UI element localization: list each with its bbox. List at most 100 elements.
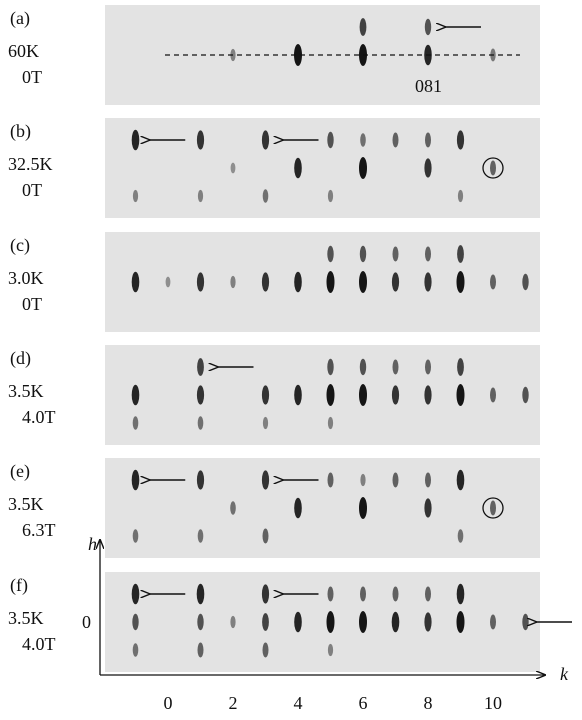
diffraction-spot [197, 189, 204, 203]
diffraction-spot [425, 246, 431, 262]
temperature: 32.5K [8, 154, 53, 174]
field: 4.0T [22, 634, 56, 654]
diffraction-spot [424, 612, 432, 632]
diffraction-spot [424, 158, 432, 178]
diffraction-spot [456, 611, 465, 633]
field: 4.0T [22, 407, 56, 427]
diffraction-spot [262, 642, 269, 658]
diffraction-spot [327, 586, 334, 602]
diffraction-spot [131, 271, 140, 293]
diffraction-spot [490, 387, 496, 403]
panel-label: (b) [10, 121, 31, 142]
circle-marker [482, 497, 504, 519]
diffraction-spot [132, 643, 139, 657]
diffraction-spot [131, 469, 140, 491]
diffraction-spot [262, 189, 269, 203]
diffraction-spot [197, 642, 204, 658]
diffraction-spot [230, 615, 236, 629]
field: 0T [22, 180, 42, 200]
diffraction-spot [456, 469, 465, 491]
y-tick-label: 0 [82, 612, 91, 632]
diffraction-spot [392, 246, 399, 262]
diffraction-spot [132, 613, 139, 631]
x-axis-label: k [560, 664, 569, 684]
diffraction-spot [230, 501, 236, 515]
diffraction-spot [327, 131, 334, 149]
diffraction-spot [392, 586, 399, 602]
diffraction-spot [359, 18, 367, 36]
diffraction-spot [327, 643, 334, 657]
diffraction-spot [327, 416, 334, 430]
diffraction-spot [230, 162, 236, 174]
diffraction-spot [424, 18, 432, 36]
diffraction-spot [456, 130, 465, 150]
diffraction-spot [197, 416, 204, 430]
diffraction-spot [457, 189, 464, 203]
diffraction-spot [360, 586, 366, 602]
diffraction-spot [456, 583, 465, 605]
diffraction-spot [261, 470, 270, 490]
panel-label: (d) [10, 348, 31, 369]
temperature: 3.0K [8, 268, 44, 288]
diffraction-spot [196, 583, 205, 605]
diffraction-spot [261, 385, 270, 405]
diffraction-spot [490, 500, 496, 516]
panel-label: (f) [10, 575, 28, 596]
x-tick-label: 10 [484, 693, 502, 713]
temperature: 3.5K [8, 494, 44, 514]
diffraction-spot [196, 470, 205, 490]
panel-label: (e) [10, 461, 30, 482]
diffraction-spot [392, 359, 399, 375]
diffraction-spot [392, 132, 399, 148]
diffraction-spot [359, 497, 367, 519]
diffraction-spot [197, 613, 204, 631]
diffraction-spot [490, 274, 496, 290]
diffraction-spot [391, 272, 400, 292]
diffraction-spot [391, 611, 400, 633]
y-axis-label: h [88, 534, 97, 554]
diffraction-spot [424, 272, 432, 292]
diffraction-spot [132, 189, 139, 203]
diffraction-spot [196, 272, 205, 292]
diffraction-spot [196, 385, 205, 405]
diffraction-spot [425, 359, 431, 375]
diffraction-image [105, 118, 540, 218]
diffraction-image [105, 232, 540, 332]
diffraction-spot [359, 611, 367, 633]
diffraction-spot [131, 129, 140, 151]
diffraction-spot [522, 613, 529, 631]
x-tick-label: 6 [359, 693, 368, 713]
x-tick-label: 0 [164, 693, 173, 713]
temperature: 60K [8, 41, 39, 61]
diffraction-spot [359, 245, 367, 263]
diffraction-spot [326, 271, 335, 293]
diffraction-spot [261, 130, 270, 150]
x-tick-label: 4 [294, 693, 303, 713]
diffraction-spot [392, 472, 399, 488]
field: 0T [22, 67, 42, 87]
diffraction-spot [132, 416, 139, 430]
panel-label: (c) [10, 235, 30, 256]
diffraction-spot [262, 613, 269, 631]
annotation: 081 [415, 76, 442, 96]
diffraction-spot [425, 132, 431, 148]
diffraction-spot [326, 384, 335, 406]
diffraction-spot [456, 384, 465, 406]
diffraction-spot [294, 611, 302, 633]
diffraction-spot [359, 271, 367, 293]
diffraction-spot [425, 586, 431, 602]
diffraction-spot [132, 529, 139, 543]
diffraction-spot [522, 386, 529, 404]
diffraction-spot [326, 611, 335, 633]
diffraction-spot [197, 358, 204, 376]
diffraction-spot [424, 498, 432, 518]
diffraction-spot [261, 584, 270, 604]
diffraction-spot [294, 384, 302, 406]
diffraction-spot [391, 385, 400, 405]
x-tick-label: 2 [229, 693, 238, 713]
diffraction-spot [294, 44, 302, 66]
field: 0T [22, 294, 42, 314]
diffraction-spot [197, 529, 204, 543]
diffraction-spot [457, 529, 464, 543]
